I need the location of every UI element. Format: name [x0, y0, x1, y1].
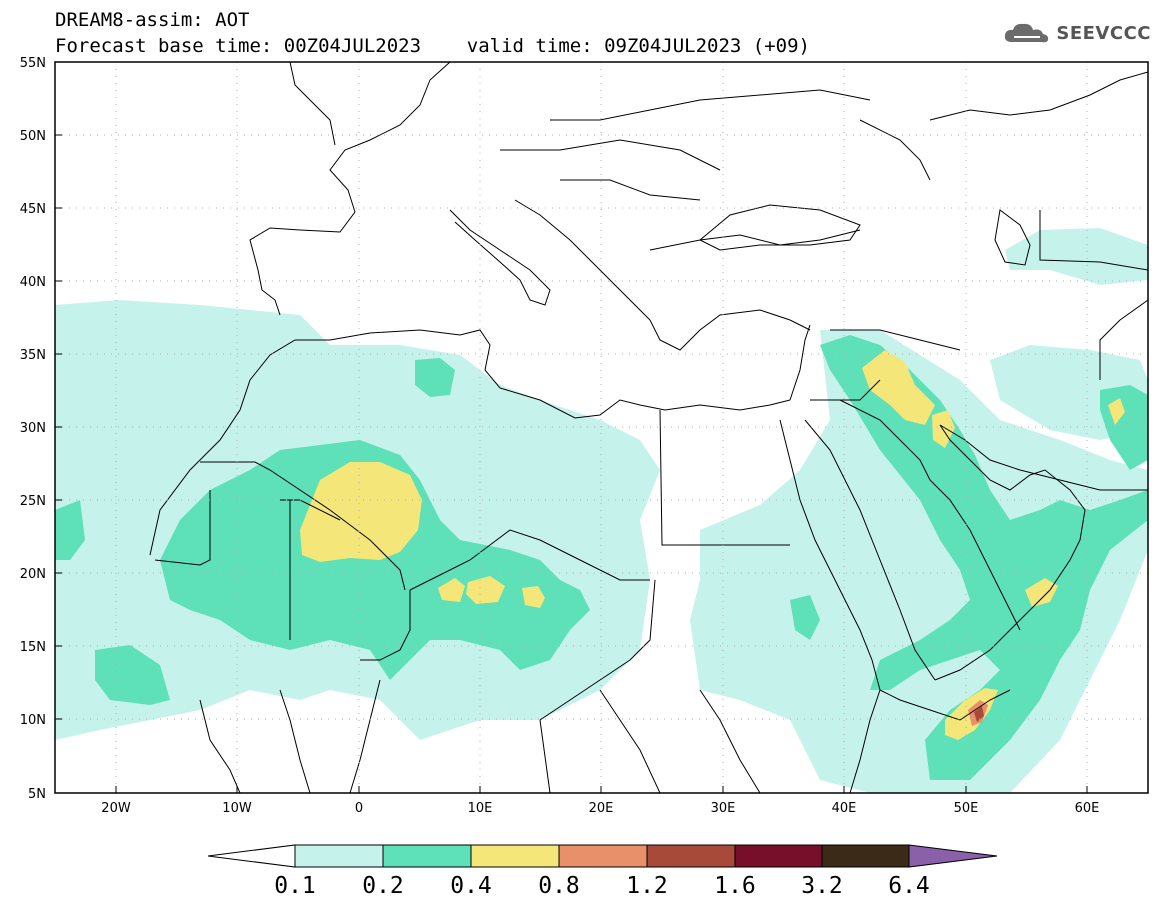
colorbar-label: 0.8: [538, 873, 580, 899]
aot-field: [55, 228, 1148, 793]
aot-level-1.2: [974, 706, 984, 722]
lon-label: 20W: [101, 801, 131, 816]
seevccc-logo: SEEVCCC: [1002, 20, 1151, 46]
lat-label: 55N: [20, 56, 46, 71]
forecast-time-line: Forecast base time: 00Z04JUL2023 valid t…: [55, 35, 810, 57]
colorbar-bin: [294, 844, 384, 868]
lat-label: 5N: [28, 787, 46, 802]
colorbar-bin: [646, 844, 736, 868]
colorbar-bin: [470, 844, 560, 868]
lat-label: 20N: [20, 567, 46, 582]
colorbar-bin: [821, 844, 910, 868]
lat-label: 25N: [20, 494, 46, 509]
colorbar-label: 6.4: [888, 873, 930, 899]
lon-label: 20E: [589, 801, 614, 816]
aot-level-0.4: [300, 350, 1125, 740]
lon-label: 10W: [222, 801, 252, 816]
colorbar-bin: [558, 844, 648, 868]
colorbar-label: 0.1: [274, 873, 316, 899]
colorbar: [207, 844, 998, 868]
cloud-icon: [1005, 23, 1049, 43]
lon-label: 60E: [1075, 801, 1100, 816]
colorbar-labels: 0.1 0.2 0.4 0.8 1.2 1.6 3.2 6.4: [274, 873, 930, 899]
lat-labels: 55N 50N 45N 40N 35N 30N 25N 20N 15N 10N …: [20, 56, 46, 802]
lat-label: 35N: [20, 348, 46, 363]
colorbar-label: 1.6: [714, 873, 756, 899]
lon-label: 30E: [711, 801, 736, 816]
colorbar-bin: [382, 844, 472, 868]
colorbar-high-arrow: [908, 844, 998, 868]
map-title: DREAM8-assim: AOT: [55, 9, 250, 31]
lon-label: 40E: [832, 801, 857, 816]
lat-label: 10N: [20, 713, 46, 728]
logo-text: SEEVCCC: [1056, 22, 1151, 44]
colorbar-bin: [734, 844, 823, 868]
lat-label: 50N: [20, 129, 46, 144]
lon-label: 50E: [954, 801, 979, 816]
colorbar-label: 1.2: [626, 873, 668, 899]
lon-labels: 20W 10W 0 10E 20E 30E 40E 50E 60E: [101, 801, 1099, 816]
lon-label: 0: [355, 801, 363, 816]
lat-label: 45N: [20, 202, 46, 217]
colorbar-low-arrow: [207, 844, 296, 868]
lat-label: 30N: [20, 421, 46, 436]
colorbar-label: 0.4: [450, 873, 492, 899]
coastlines-borders: [149, 62, 1148, 793]
lon-label: 10E: [468, 801, 493, 816]
colorbar-label: 0.2: [362, 873, 404, 899]
axis-ticks: [55, 61, 1088, 794]
colorbar-label: 3.2: [801, 873, 843, 899]
lat-label: 40N: [20, 275, 46, 290]
lat-label: 15N: [20, 640, 46, 655]
graticule: [55, 62, 1148, 793]
